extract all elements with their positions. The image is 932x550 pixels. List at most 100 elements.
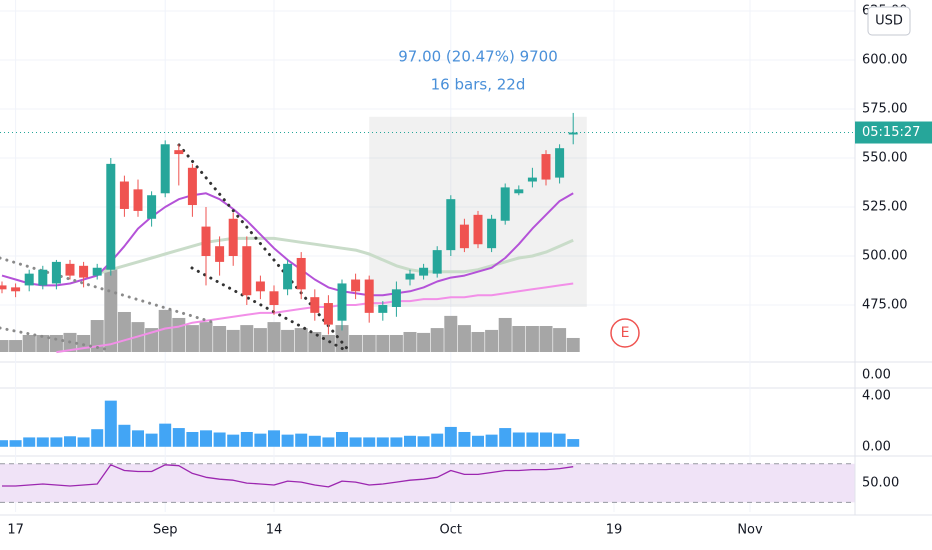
volume-bar bbox=[253, 328, 267, 352]
candle-body bbox=[201, 226, 211, 257]
candle-body bbox=[432, 250, 442, 274]
histogram-bar bbox=[118, 424, 131, 447]
candle-body bbox=[459, 224, 469, 249]
volume-bar bbox=[308, 331, 322, 352]
candle-body bbox=[364, 279, 374, 313]
measure-label: 97.00 (20.47%) 9700 bbox=[398, 48, 558, 66]
volume-bar bbox=[444, 315, 458, 352]
trendline bbox=[177, 143, 352, 354]
candle-body bbox=[310, 297, 320, 313]
volume-bar bbox=[457, 325, 471, 352]
y-tick-label: 600.00 bbox=[862, 52, 908, 67]
histogram-bar bbox=[104, 400, 117, 447]
x-tick-label: Sep bbox=[153, 523, 178, 538]
histogram-bar bbox=[145, 433, 158, 447]
histogram-bar bbox=[0, 440, 8, 447]
volume-bar bbox=[240, 325, 254, 352]
y-tick-label: 0.00 bbox=[862, 439, 891, 454]
volume-bar bbox=[335, 325, 349, 352]
countdown-label: 05:15:27 bbox=[862, 125, 920, 140]
earnings-letter: E bbox=[621, 325, 630, 341]
volume-bar bbox=[281, 329, 295, 352]
histogram-bar bbox=[254, 433, 267, 447]
volume-bar bbox=[403, 331, 417, 352]
y-tick-label: 525.00 bbox=[862, 200, 908, 215]
histogram-bar bbox=[472, 435, 485, 447]
volume-bar bbox=[36, 334, 50, 352]
volume-bar bbox=[362, 334, 376, 352]
histogram-bar bbox=[417, 436, 430, 447]
y-tick-label: 0.00 bbox=[862, 368, 891, 383]
price-label-bg bbox=[855, 121, 932, 144]
histogram-bar bbox=[349, 437, 362, 447]
histogram-bar bbox=[553, 433, 566, 447]
histogram-bar bbox=[50, 437, 63, 447]
histogram-bar bbox=[444, 426, 457, 447]
histogram-bar bbox=[376, 437, 389, 447]
candle-body bbox=[147, 195, 157, 219]
volume-bar bbox=[553, 328, 567, 352]
candle-body bbox=[487, 218, 497, 249]
histogram-bar bbox=[431, 433, 444, 447]
earnings-circle bbox=[610, 318, 640, 348]
histogram-bar bbox=[404, 435, 417, 447]
candle-body bbox=[65, 263, 75, 276]
histogram-bar bbox=[458, 431, 471, 447]
candle-body bbox=[405, 273, 415, 280]
candle-body bbox=[11, 287, 21, 292]
volume-bar bbox=[226, 329, 240, 352]
trendline bbox=[0, 326, 112, 352]
volume-bar bbox=[49, 334, 63, 352]
trendline bbox=[0, 256, 214, 324]
plot bbox=[0, 112, 855, 335]
volume-bar bbox=[566, 337, 580, 352]
measure-label: 16 bars, 22d bbox=[431, 76, 526, 94]
volume-bar bbox=[349, 334, 363, 352]
currency-label[interactable]: USD bbox=[875, 14, 903, 29]
earnings-icon: E bbox=[610, 318, 640, 348]
volume-bar bbox=[0, 340, 9, 352]
volume-bar bbox=[185, 325, 199, 352]
candle-body bbox=[51, 261, 61, 284]
candle-body bbox=[473, 214, 483, 245]
histogram-bar bbox=[159, 423, 172, 447]
volume-bar bbox=[389, 334, 403, 352]
candle-body bbox=[391, 289, 401, 307]
candle-body bbox=[568, 132, 578, 135]
volume-bar bbox=[22, 334, 36, 352]
candle-body bbox=[228, 218, 238, 257]
candle-body bbox=[0, 285, 7, 290]
volume-bar bbox=[294, 328, 308, 352]
candle-body bbox=[79, 265, 89, 278]
histogram-bar bbox=[77, 437, 90, 447]
histogram-bar bbox=[363, 437, 376, 447]
currency-button[interactable] bbox=[867, 6, 911, 36]
y-tick-label: 500.00 bbox=[862, 249, 908, 264]
candle-body bbox=[527, 177, 537, 182]
main-pane bbox=[0, 112, 855, 354]
volume-bar bbox=[199, 322, 213, 352]
x-tick-label: Oct bbox=[440, 523, 462, 538]
candle-body bbox=[555, 148, 565, 178]
volume-bar bbox=[498, 317, 512, 352]
histogram-bar bbox=[240, 431, 253, 447]
rsi-band bbox=[0, 463, 855, 503]
volume-bar bbox=[539, 326, 553, 352]
histogram-bar bbox=[390, 437, 403, 447]
underlay bbox=[0, 116, 587, 354]
candle-body bbox=[106, 163, 116, 270]
drawings bbox=[0, 143, 352, 354]
histogram-bar bbox=[200, 430, 213, 447]
volume-bar bbox=[267, 322, 281, 352]
y-tick-label: 575.00 bbox=[862, 101, 908, 116]
histogram-bar bbox=[132, 430, 145, 447]
y-tick-label: 475.00 bbox=[862, 298, 908, 313]
volume-bar bbox=[430, 328, 444, 352]
histogram-bar bbox=[336, 431, 349, 447]
x-tick-label: 14 bbox=[266, 523, 283, 538]
x-tick-label: 19 bbox=[606, 523, 623, 538]
candle-body bbox=[242, 246, 252, 296]
volume-bar bbox=[471, 331, 485, 352]
candle-body bbox=[187, 167, 197, 206]
candle-body bbox=[92, 267, 102, 276]
